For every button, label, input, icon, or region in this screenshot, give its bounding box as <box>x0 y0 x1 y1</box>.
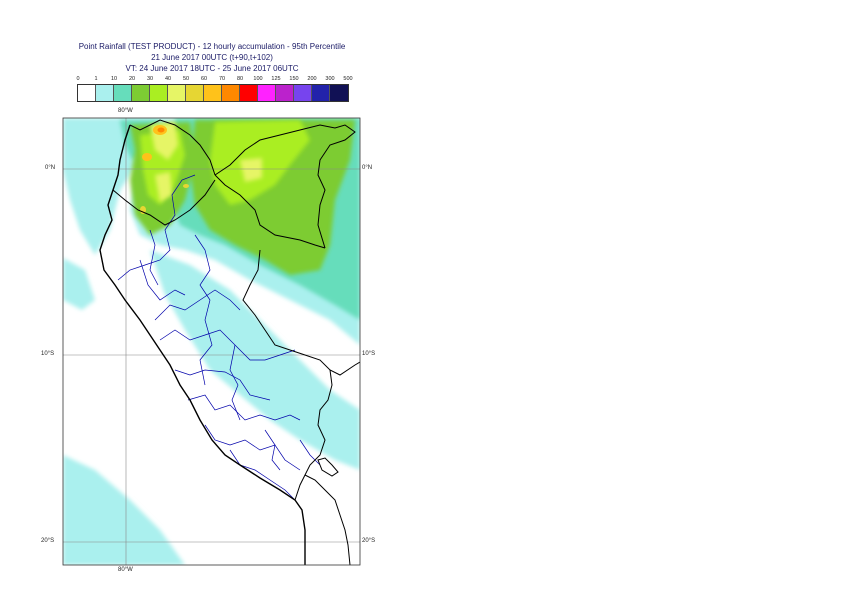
legend-threshold-label: 150 <box>289 76 299 82</box>
border-peru-brazil <box>242 249 360 376</box>
admin-boundary-11 <box>229 344 241 421</box>
legend-threshold-label: 1 <box>94 76 98 82</box>
rain-yellow-east <box>240 158 262 182</box>
legend-swatch <box>132 85 150 101</box>
legend-swatch <box>78 85 96 101</box>
legend-threshold-label: 125 <box>271 76 281 82</box>
rain-cyan-coastal-strip <box>63 258 95 310</box>
border-colombia-brazil <box>214 124 356 249</box>
title-line-2: 21 June 2017 00UTC (t+90,t+102) <box>151 53 273 62</box>
legend-threshold-label: 0 <box>76 76 80 82</box>
admin-boundary-9 <box>264 429 281 471</box>
legend-threshold-label: 50 <box>182 76 190 82</box>
legend-threshold-label: 30 <box>146 76 154 82</box>
coastline <box>99 124 306 565</box>
legend-threshold-label: 300 <box>325 76 335 82</box>
label-lat-10-left: 10°S <box>41 351 55 357</box>
legend-swatch <box>186 85 204 101</box>
legend-threshold-label: 100 <box>253 76 263 82</box>
admin-boundary-6 <box>187 394 301 421</box>
legend-swatch <box>330 85 348 101</box>
admin-boundary-8 <box>229 449 296 501</box>
label-lon-top: 80°W <box>118 108 133 114</box>
legend-swatch <box>240 85 258 101</box>
label-lat-0-left: 0°N <box>45 165 56 171</box>
legend-color-bar <box>77 84 349 102</box>
legend-threshold-label: 500 <box>343 76 353 82</box>
legend-swatch <box>96 85 114 101</box>
label-lat-20-left: 20°S <box>41 538 55 544</box>
label-lat-0-right: 0°N <box>362 165 373 171</box>
admin-boundary-10 <box>199 299 213 386</box>
rain-yellow-mid <box>155 172 172 202</box>
legend-threshold-label: 20 <box>128 76 136 82</box>
admin-boundary-7 <box>204 424 301 471</box>
legend-threshold-label: 10 <box>110 76 118 82</box>
legend-swatch <box>294 85 312 101</box>
border-colombia-peru <box>214 174 326 249</box>
map-frame <box>62 117 361 566</box>
label-lon-bottom: 80°W <box>118 567 133 573</box>
border-ecuador-peru <box>112 179 216 226</box>
rain-hotspot-orange-4 <box>183 184 189 188</box>
rain-cyan-southwest-ocean <box>63 455 185 565</box>
legend-swatch <box>150 85 168 101</box>
national-borders <box>99 119 360 565</box>
legend-threshold-label: 200 <box>307 76 317 82</box>
legend-threshold-label: 70 <box>218 76 226 82</box>
admin-boundary-3 <box>154 289 241 321</box>
rain-hotspot-orange-3 <box>140 206 146 214</box>
admin-boundary-1 <box>117 174 196 281</box>
admin-boundary-13 <box>194 234 211 301</box>
title-line-1: Point Rainfall (TEST PRODUCT) - 12 hourl… <box>78 42 346 51</box>
map-gridlines <box>63 118 360 565</box>
admin-boundary-4 <box>159 329 296 361</box>
border-peru-bolivia <box>294 369 333 501</box>
legend-threshold-label: 40 <box>164 76 172 82</box>
label-lat-10-right: 10°S <box>362 351 376 357</box>
admin-boundary-5 <box>174 369 271 401</box>
rain-hotspot-orange-2 <box>142 153 152 161</box>
border-colombia-ecuador <box>129 119 216 176</box>
legend-swatch <box>114 85 132 101</box>
legend-swatch <box>168 85 186 101</box>
label-lat-20-right: 20°S <box>362 538 376 544</box>
admin-boundary-12 <box>149 229 159 286</box>
title-line-3: VT: 24 June 2017 18UTC - 25 June 2017 06… <box>125 64 299 73</box>
rain-hotspot-red-1 <box>157 127 165 133</box>
legend-swatch <box>276 85 294 101</box>
legend-swatch <box>312 85 330 101</box>
legend-swatch <box>258 85 276 101</box>
legend-swatch <box>204 85 222 101</box>
legend-threshold-label: 60 <box>200 76 208 82</box>
rainfall-field <box>63 118 360 565</box>
rain-hotspots <box>140 125 189 214</box>
admin-boundaries <box>117 174 331 501</box>
admin-boundary-2 <box>139 259 186 301</box>
border-bolivia-chile <box>304 474 351 565</box>
rain-cyan-northwest-ocean <box>63 118 190 255</box>
legend-swatch <box>222 85 240 101</box>
legend-threshold-label: 80 <box>236 76 244 82</box>
lake-titicaca <box>317 457 339 477</box>
